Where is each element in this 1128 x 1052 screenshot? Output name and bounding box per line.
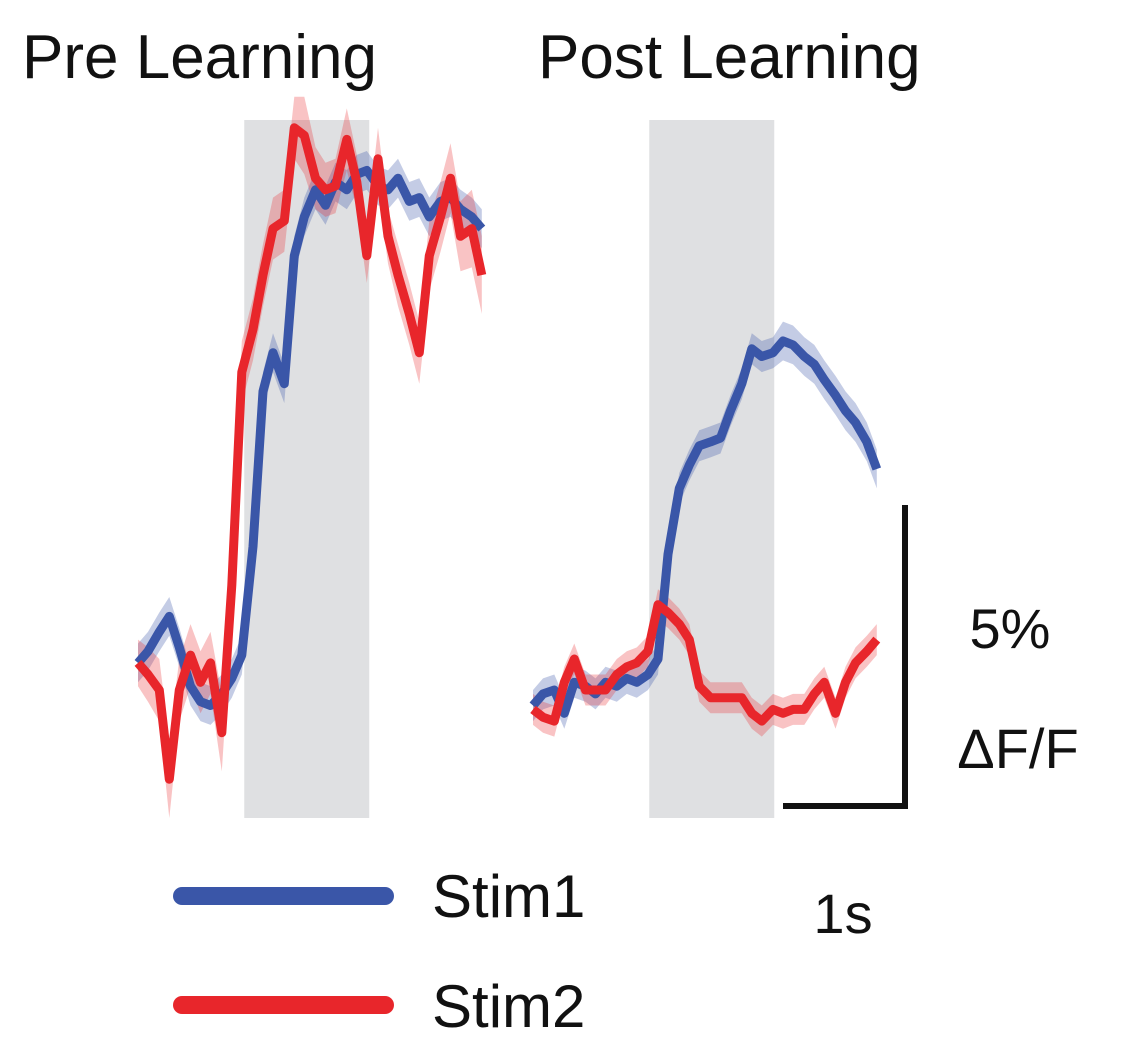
series-line-stim2-pre	[134, 123, 487, 784]
error-band-stim2-post	[533, 589, 877, 737]
scale-bar-y-label-bottom: ΔF/F	[957, 717, 1078, 780]
panel-title-post: Post Learning	[538, 23, 921, 92]
panel-title-pre: Pre Learning	[22, 23, 377, 92]
series-line-stim2-post	[530, 600, 881, 726]
scale-bar-x-label: 1s	[813, 882, 872, 945]
plot-pre	[134, 96, 487, 818]
legend-label-stim2: Stim2	[432, 973, 585, 1040]
legend: Stim1 Stim2	[173, 863, 585, 1040]
error-band-stim1-pre	[138, 151, 482, 725]
scale-bar-y-label-top: 5%	[970, 597, 1051, 660]
plot-post	[529, 120, 882, 818]
scale-bar: 5% ΔF/F 1s	[783, 505, 1079, 945]
legend-label-stim1: Stim1	[432, 863, 585, 930]
series-line-stim1-pre	[134, 165, 486, 710]
stimulus-window-pre	[244, 120, 370, 818]
